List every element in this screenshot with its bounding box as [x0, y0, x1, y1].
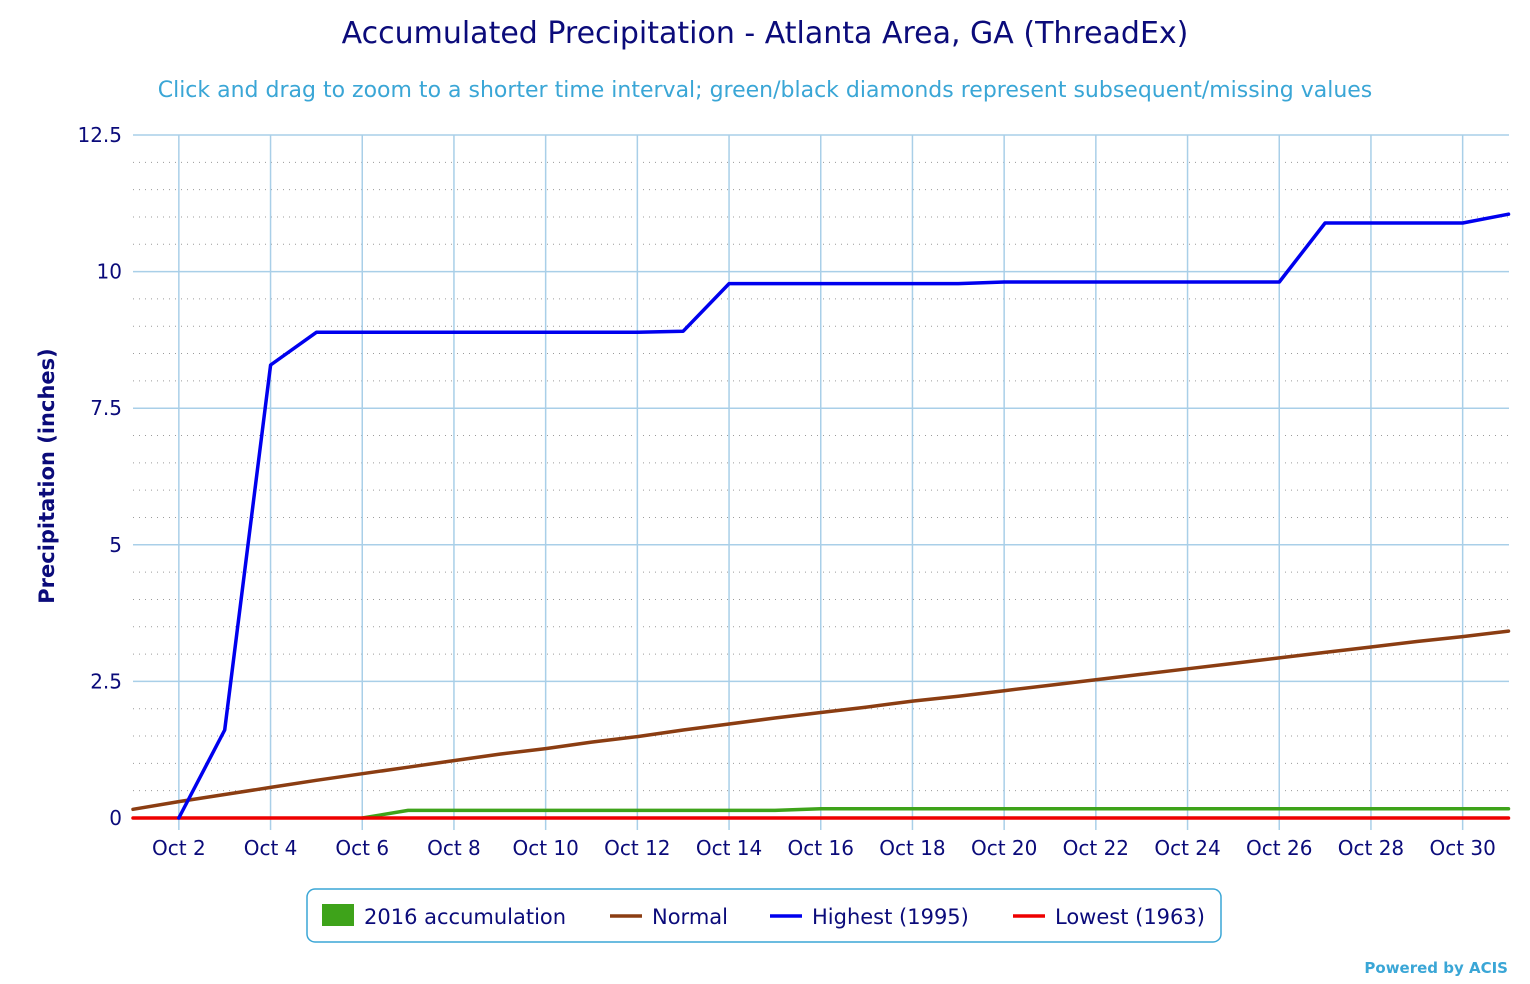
x-axis-ticks: Oct 2 Oct 4 Oct 6 Oct 8 Oct 10 Oct 12 Oct 14 Oc… — [133, 817, 1509, 860]
x-tick-label: Oct 12 — [604, 836, 670, 860]
x-tick-label: Oct 8 — [427, 836, 481, 860]
x-tick-label: Oct 14 — [696, 836, 762, 860]
legend-swatch — [322, 904, 354, 926]
series-layer — [131, 212, 1511, 820]
y-tick-label: 7.5 — [90, 396, 122, 420]
x-tick-label: Oct 6 — [335, 836, 389, 860]
legend-label: Highest (1995) — [812, 905, 969, 929]
x-tick-label: Oct 24 — [1154, 836, 1220, 860]
x-tick-label: Oct 22 — [1063, 836, 1129, 860]
series-line-2016-accumulation[interactable] — [360, 806, 1511, 820]
y-tick-label: 2.5 — [90, 669, 122, 693]
x-tick-label: Oct 20 — [971, 836, 1037, 860]
legend-item-highest-1995[interactable]: Highest (1995) — [770, 905, 969, 929]
series-line-highest-1995[interactable] — [177, 212, 1511, 820]
y-axis-title: Precipitation (inches) — [35, 348, 59, 604]
x-tick-label: Oct 2 — [152, 836, 206, 860]
legend: 2016 accumulation Normal Highest (1995) Low… — [322, 904, 1205, 929]
y-tick-label: 10 — [97, 260, 122, 284]
x-tick-label: Oct 28 — [1338, 836, 1404, 860]
legend-label: Normal — [652, 905, 728, 929]
chart-subtitle: Click and drag to zoom to a shorter time… — [158, 78, 1373, 103]
x-tick-label: Oct 30 — [1429, 836, 1495, 860]
x-tick-label: Oct 16 — [788, 836, 854, 860]
major-gridlines — [133, 134, 1509, 819]
x-tick-label: Oct 10 — [512, 836, 578, 860]
legend-item-normal[interactable]: Normal — [610, 905, 728, 929]
credit-link[interactable]: Powered by ACIS — [1364, 959, 1508, 977]
x-tick-label: Oct 26 — [1246, 836, 1312, 860]
y-tick-label: 12.5 — [77, 123, 122, 147]
y-tick-label: 5 — [109, 533, 122, 557]
chart-title: Accumulated Precipitation - Atlanta Area… — [342, 16, 1189, 51]
legend-box — [306, 888, 1222, 943]
x-tick-label: Oct 4 — [244, 836, 298, 860]
legend-label: Lowest (1963) — [1055, 905, 1205, 929]
legend-item-lowest-1963[interactable]: Lowest (1963) — [1013, 905, 1205, 929]
y-axis-ticks: 0 2.5 5 7.5 10 12.5 — [77, 123, 122, 830]
x-tick-label: Oct 18 — [879, 836, 945, 860]
y-tick-label: 0 — [109, 806, 122, 830]
legend-item-2016-accumulation[interactable]: 2016 accumulation — [322, 904, 566, 929]
series-line-normal[interactable] — [131, 629, 1511, 812]
legend-label: 2016 accumulation — [364, 905, 566, 929]
